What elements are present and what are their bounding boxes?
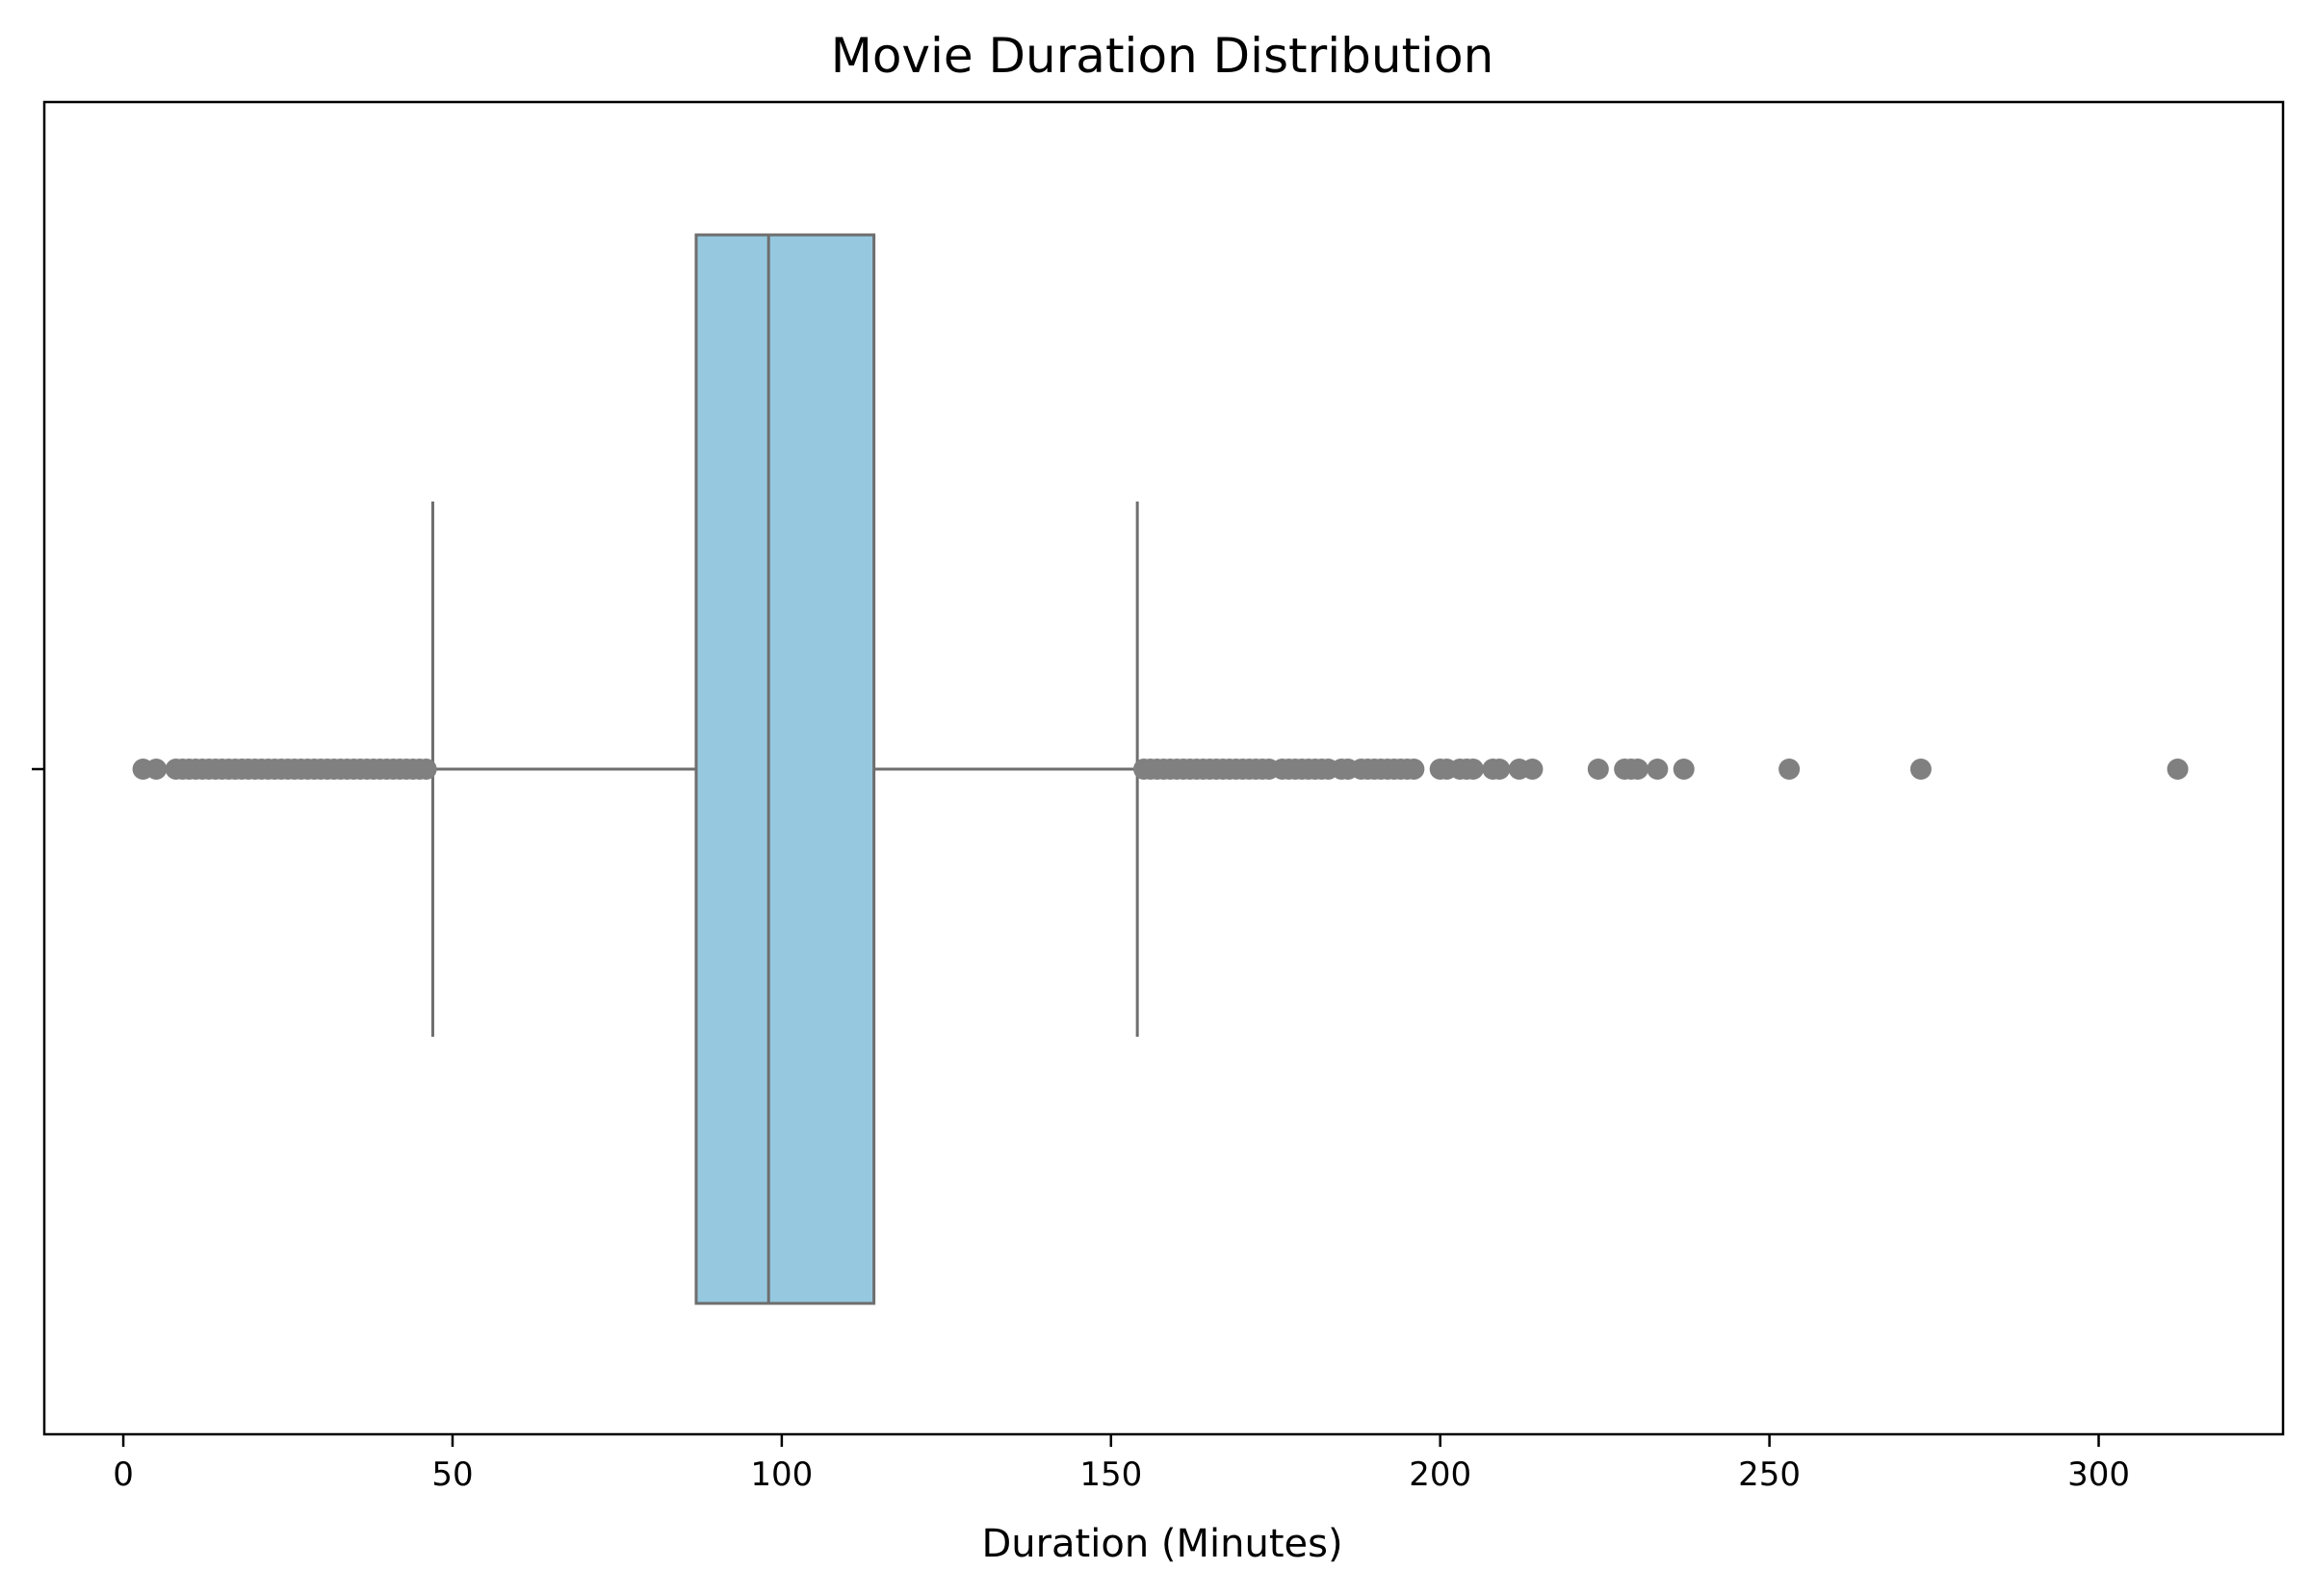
x-tick-label: 50 [431,1455,473,1494]
x-axis-label: Duration (Minutes) [981,1522,1342,1566]
outlier-point [1521,759,1544,780]
outlier-point [1647,759,1669,780]
iqr-box [694,233,876,1305]
outlier-point [145,759,168,780]
outlier-point [415,759,437,780]
outlier-point [1673,759,1695,780]
x-tick-label: 200 [1409,1455,1471,1494]
x-tick-label: 150 [1079,1455,1142,1494]
x-tick-label: 250 [1738,1455,1801,1494]
chart-title: Movie Duration Distribution [831,28,1494,84]
plot-area [132,233,2189,1305]
x-tick-label: 100 [750,1455,813,1494]
outlier-point [1778,759,1801,780]
box [694,233,876,1305]
outlier-point [1403,759,1425,780]
x-axis-ticks: 0 50 100 150 200 250 300 [113,1434,2130,1494]
outlier-point [1587,759,1609,780]
outlier-point [1489,759,1511,780]
outlier-point [1909,759,1932,780]
outlier-points [132,759,2189,780]
outlier-point [1462,759,1484,780]
outlier-point [1626,759,1648,780]
outlier-point [2167,759,2189,780]
x-tick-label: 0 [113,1455,134,1494]
x-tick-label: 300 [2067,1455,2130,1494]
